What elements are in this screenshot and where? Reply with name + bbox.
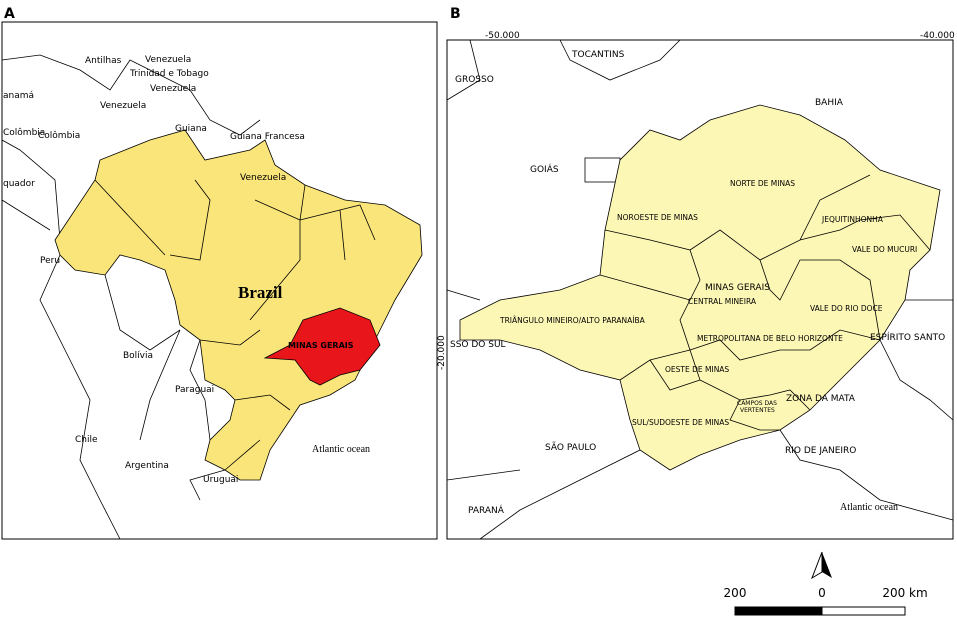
map-label: VALE DO RIO DOCE bbox=[810, 304, 883, 313]
map-label: MINAS GERAIS bbox=[288, 341, 354, 350]
map-label: Venezuela bbox=[240, 173, 286, 183]
map-label: Venezuela bbox=[145, 55, 191, 65]
map-label: GROSSO bbox=[455, 75, 494, 85]
minas-gerais-map bbox=[459, 104, 941, 471]
map-label: Venezuela bbox=[150, 84, 196, 94]
map-label: PARANÁ bbox=[468, 504, 505, 516]
brazil bbox=[54, 129, 423, 481]
scale-bar bbox=[734, 606, 823, 616]
map-label: VERTENTES bbox=[740, 407, 775, 414]
map-label: Bolívia bbox=[123, 351, 153, 361]
map-label: Paraguai bbox=[175, 385, 214, 395]
map-label: BAHIA bbox=[815, 98, 844, 108]
map-label: anamá bbox=[3, 91, 34, 101]
map-label: SUL/SUDOESTE DE MINAS bbox=[632, 418, 729, 427]
coordinate-label: -40.000 bbox=[920, 31, 955, 41]
map-label: OESTE DE MINAS bbox=[665, 365, 729, 374]
coordinate-label: -50.000 bbox=[485, 31, 520, 41]
coordinate-label: -20.000 bbox=[437, 335, 447, 370]
map-label: Colômbia bbox=[3, 127, 45, 138]
panel-label: A bbox=[4, 6, 15, 22]
map-label: SÃO PAULO bbox=[545, 442, 596, 453]
map-label: ZONA DA MATA bbox=[786, 394, 856, 404]
map-label: MINAS GERAIS bbox=[705, 283, 770, 293]
map-label: Brazil bbox=[238, 283, 283, 302]
region-borders bbox=[599, 174, 931, 431]
map-label: CAMPOS DAS bbox=[737, 400, 777, 407]
map-label: Uruguai bbox=[203, 475, 238, 485]
map-label: Atlantic ocean bbox=[840, 502, 898, 513]
map-label: CENTRAL MINEIRA bbox=[688, 297, 757, 306]
map-label: SSO DO SUL bbox=[450, 340, 506, 350]
map-label: JEQUITINHONHA bbox=[821, 215, 884, 224]
scale-label: 200 km bbox=[882, 586, 927, 600]
state-borders bbox=[94, 179, 376, 471]
map-label: RIO DE JANEIRO bbox=[785, 446, 856, 456]
map-label: Guiana Francesa bbox=[230, 132, 305, 142]
state-borders bbox=[446, 39, 954, 540]
map-label: NOROESTE DE MINAS bbox=[617, 213, 698, 222]
scale-bar bbox=[821, 606, 906, 616]
map-label: ESPÍRITO SANTO bbox=[870, 331, 945, 343]
scale-label: 0 bbox=[818, 586, 826, 600]
map-label: quador bbox=[3, 179, 35, 189]
map-label: Guiana bbox=[175, 124, 207, 134]
map-label: Atlantic ocean bbox=[312, 444, 370, 455]
country-borders bbox=[1, 54, 261, 540]
map-label: NORTE DE MINAS bbox=[730, 179, 795, 188]
scale-label: 200 bbox=[724, 586, 747, 600]
map-label: Venezuela bbox=[100, 101, 146, 111]
map-label: TOCANTINS bbox=[571, 50, 625, 60]
map-label: Peru bbox=[40, 256, 60, 266]
minas-gerais bbox=[263, 307, 381, 386]
map-label: Chile bbox=[75, 435, 98, 445]
map-label: GOIÁS bbox=[530, 163, 559, 175]
north-arrow bbox=[822, 552, 832, 578]
map-label: TRIÂNGULO MINEIRO/ALTO PARANAÍBA bbox=[499, 316, 646, 325]
map-label: METROPOLITANA DE BELO HORIZONTE bbox=[697, 334, 843, 343]
map-label: Colômbia bbox=[38, 130, 80, 141]
map-label: Argentina bbox=[125, 461, 169, 471]
map-label: Antilhas bbox=[85, 56, 122, 66]
map-label: Trinidad e Tobago bbox=[129, 69, 209, 79]
north-arrow bbox=[811, 551, 823, 580]
panel-label: B bbox=[450, 6, 461, 22]
map-label: VALE DO MUCURI bbox=[852, 245, 917, 254]
goias-patch bbox=[584, 157, 621, 183]
